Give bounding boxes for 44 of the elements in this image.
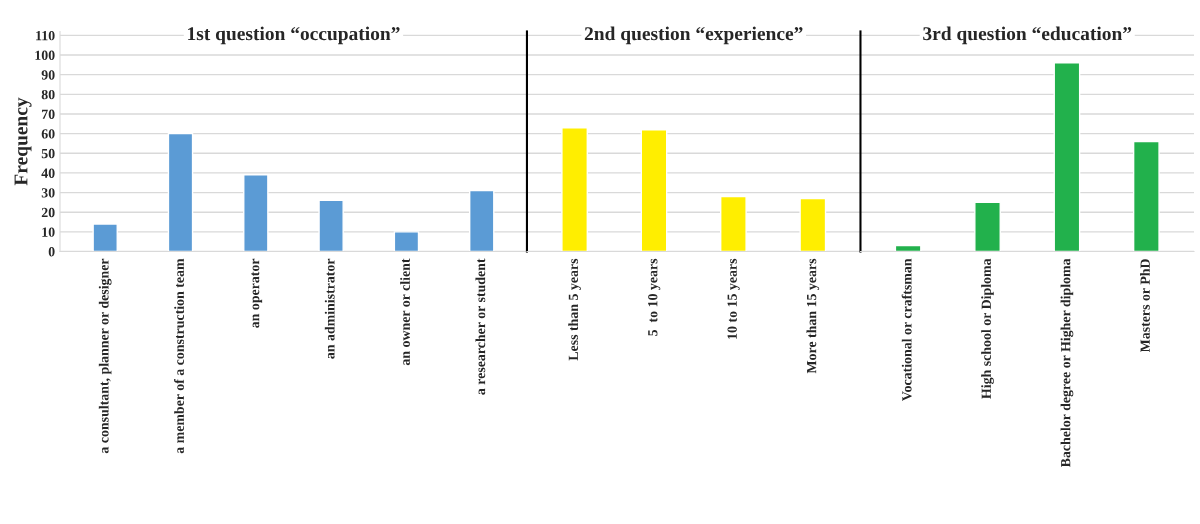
x-tick-label: a consultant, planner or designer [98,258,112,454]
bar [243,174,269,252]
y-tick-label: 90 [41,70,55,80]
y-tick-label: 30 [41,188,55,198]
bar [561,127,588,252]
y-tick-label: 110 [36,30,55,41]
bar [318,199,344,252]
y-tick-label: 100 [35,50,55,60]
y-tick-label: 60 [41,129,55,139]
x-tick-label: High school or Diploma [981,258,994,399]
bar [469,189,495,252]
chart-title: 3rd question “education” [923,26,1132,45]
y-axis-title: Frequency [14,97,32,186]
x-tick-label: 5 to 10 years [648,258,661,336]
chart-title: 2nd question “experience” [584,26,803,45]
y-tick-label: 0 [48,247,55,257]
y-tick-label: 80 [41,89,55,100]
x-tick-label: a member of a construction team [174,258,185,454]
bar [1132,140,1160,252]
bar [1053,62,1081,252]
bar [92,223,118,252]
bar [167,132,194,252]
bar [799,197,827,252]
y-tick-label: 20 [41,207,55,218]
y-tick-label: 70 [42,109,55,119]
x-tick-label: Masters or PhD [1140,259,1150,353]
y-tick-label: 40 [41,168,55,178]
x-tick-label: a researcher or student [475,258,486,395]
x-tick-label: Bachelor degree or Higher diploma [1060,258,1074,468]
bar [640,128,668,252]
x-tick-label: an administrator [324,258,335,359]
y-tick-label: 50 [41,148,55,159]
x-tick-label: Less than 5 years [568,258,581,361]
x-tick-label: 10 to 15 years [727,258,740,339]
x-tick-label: More than 15 years [806,258,820,374]
bar [393,231,420,252]
bar [894,244,922,252]
bar [974,201,1001,252]
x-tick-label: an owner or client [400,258,410,366]
bar [720,195,747,252]
y-tick-label: 10 [42,227,55,237]
x-tick-label: Vocational or craftsman [901,258,912,402]
chart-title: 1st question “occupation” [188,26,400,45]
x-tick-label: an operator [251,258,263,328]
